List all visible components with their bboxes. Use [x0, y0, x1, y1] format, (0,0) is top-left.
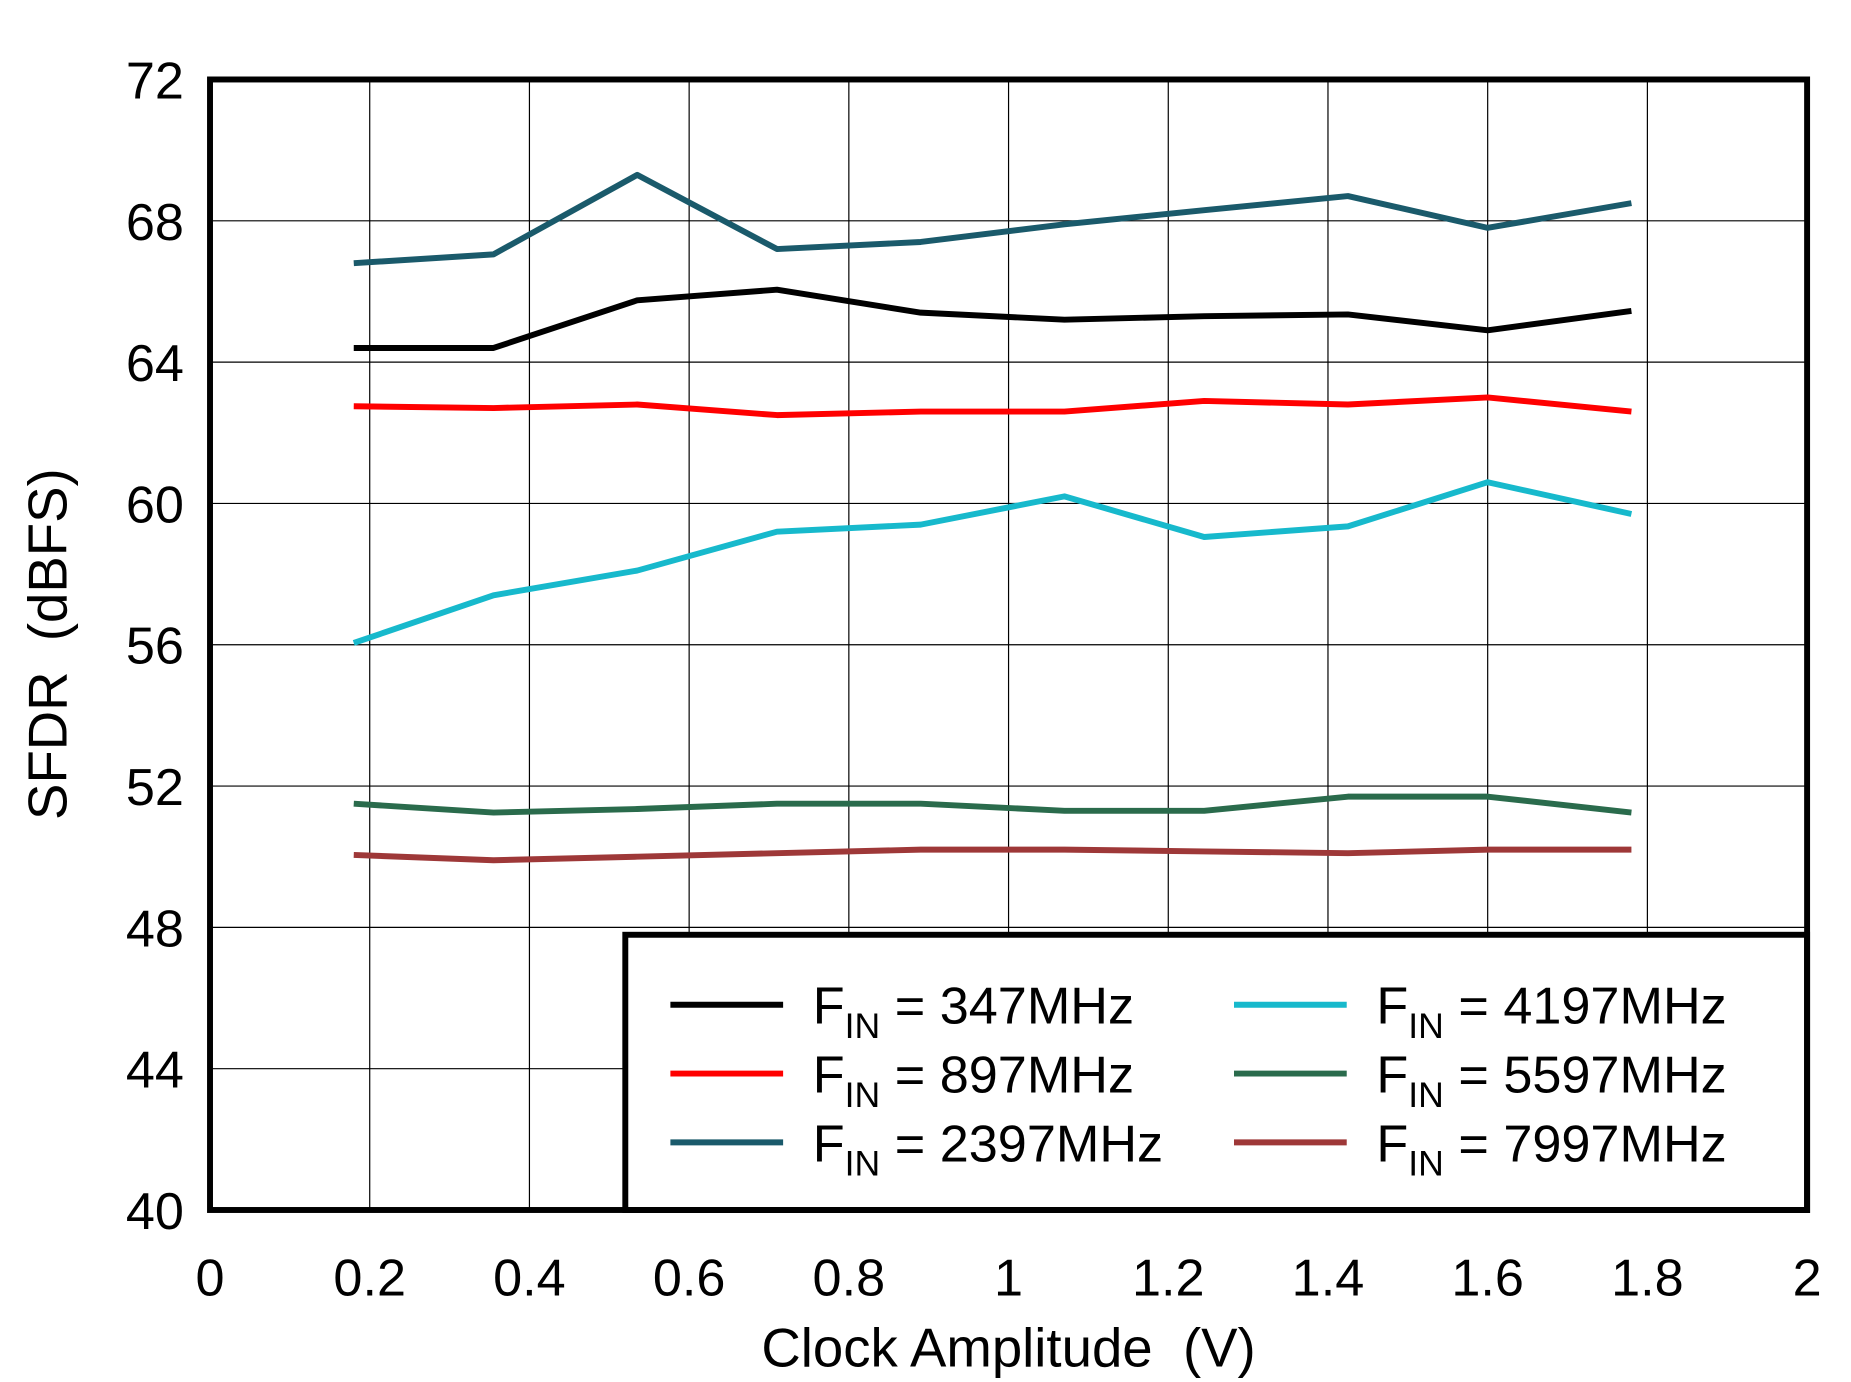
legend-box [622, 931, 1811, 1213]
x-tick-label: 0.2 [333, 1249, 406, 1307]
x-axis-label: Clock Amplitude (V) [761, 1318, 1255, 1379]
legend-label: FIN = 5597MHz [1376, 1047, 1726, 1115]
y-tick-label: 64 [126, 335, 184, 393]
legend-entry: FIN = 347MHz [670, 978, 1134, 1046]
y-tick-label: 72 [126, 52, 184, 110]
x-tick-label: 0.6 [653, 1249, 726, 1307]
y-tick-label: 68 [126, 194, 184, 252]
series-line-897mhz [353, 394, 1632, 419]
x-tick-label: 0.4 [493, 1249, 566, 1307]
x-tick-label: 1.4 [1292, 1249, 1365, 1307]
series-line-4197mhz [352, 479, 1633, 646]
x-tick-label: 0 [196, 1249, 225, 1307]
series-line-2397mhz [353, 171, 1632, 267]
x-tick-label: 1.2 [1132, 1249, 1205, 1307]
x-tick-labels: 0 0.2 0.4 0.6 0.8 1 1.2 1.4 1.6 1.8 2 [196, 1249, 1822, 1307]
legend-entry: FIN = 897MHz [670, 1047, 1134, 1115]
y-tick-label: 48 [126, 900, 184, 958]
y-tick-label: 44 [126, 1042, 184, 1100]
series-line-7997mhz [353, 846, 1632, 864]
legend-label: FIN = 7997MHz [1376, 1115, 1726, 1183]
y-tick-label: 60 [126, 476, 184, 534]
series-lines [352, 171, 1633, 864]
series-line-5597mhz [353, 793, 1632, 816]
y-tick-labels: 40 44 48 52 56 60 64 68 72 [126, 52, 184, 1241]
y-tick-label: 52 [126, 759, 184, 817]
x-tick-label: 1.6 [1451, 1249, 1524, 1307]
y-tick-label: 40 [126, 1183, 184, 1241]
legend-label: FIN = 2397MHz [813, 1115, 1163, 1183]
legend-label: FIN = 347MHz [813, 978, 1134, 1046]
series-line-347mhz [353, 286, 1632, 351]
legend-entry: FIN = 2397MHz [670, 1115, 1163, 1184]
legend-label: FIN = 4197MHz [1376, 978, 1726, 1046]
legend-entry: FIN = 5597MHz [1234, 1047, 1727, 1115]
x-tick-label: 2 [1793, 1249, 1822, 1307]
plot-frame [207, 76, 1811, 1213]
legend-entry: FIN = 7997MHz [1234, 1115, 1727, 1184]
legend-entry: FIN = 4197MHz [1234, 978, 1727, 1046]
legend-label: FIN = 897MHz [813, 1047, 1134, 1115]
x-tick-label: 1 [994, 1249, 1023, 1307]
y-tick-label: 56 [126, 618, 184, 676]
x-tick-label: 1.8 [1611, 1249, 1684, 1307]
x-tick-label: 0.8 [813, 1249, 886, 1307]
y-axis-label: SFDR (dBFS) [17, 468, 78, 820]
